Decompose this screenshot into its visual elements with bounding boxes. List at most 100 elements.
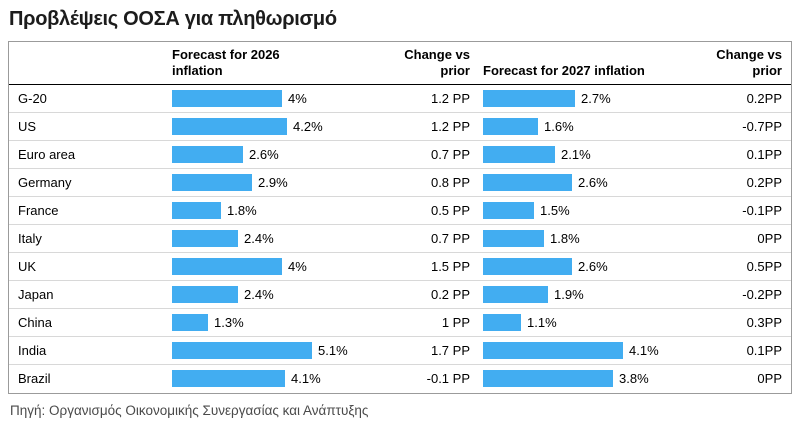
change-2026-value: 1.2 PP [430, 118, 470, 134]
header-change-2027: Change vs prior [716, 47, 782, 79]
forecast-2027-value: 1.8% [550, 230, 580, 246]
table-row: Italy 2.4% 0.7 PP 1.8% 0PP [9, 225, 791, 253]
forecast-2027-value: 3.8% [619, 371, 649, 386]
forecast-2027-bar [483, 117, 538, 135]
country-label: France [18, 202, 59, 218]
table-row: Euro area 2.6% 0.7 PP 2.1% 0.1PP [9, 141, 791, 169]
table-row: France 1.8% 0.5 PP 1.5% -0.1PP [9, 197, 791, 225]
forecast-2026-cell: 1.3% [172, 309, 388, 336]
forecast-2026-cell: 2.9% [172, 169, 388, 196]
forecast-2026-cell: 2.4% [172, 281, 388, 308]
table-row: G-20 4% 1.2 PP 2.7% 0.2PP [9, 85, 791, 113]
forecast-2027-value: 2.7% [581, 90, 611, 106]
table-row: Japan 2.4% 0.2 PP 1.9% -0.2PP [9, 281, 791, 309]
forecast-2026-cell: 2.4% [172, 225, 388, 252]
forecast-2027-value: 1.9% [554, 286, 584, 302]
forecast-2026-cell: 4.1% [172, 365, 388, 393]
country-label: Japan [18, 286, 54, 302]
forecast-2027-bar [483, 257, 572, 275]
forecast-2026-cell: 4% [172, 85, 388, 112]
forecast-2026-value: 5.1% [318, 342, 348, 358]
forecast-2026-bar [172, 201, 221, 219]
source-note: Πηγή: Οργανισμός Οικονομικής Συνεργασίας… [10, 402, 369, 418]
forecast-2026-value: 1.3% [214, 314, 244, 330]
change-2026-value: 1.2 PP [430, 90, 470, 106]
change-2026-value: -0.1 PP [426, 371, 470, 386]
forecast-2027-cell: 4.1% [483, 337, 699, 364]
forecast-2027-bar [483, 145, 555, 163]
forecast-2026-value: 2.4% [244, 286, 274, 302]
forecast-2026-bar [172, 173, 252, 191]
forecast-2026-value: 4.1% [291, 371, 321, 386]
forecast-table: Forecast for 2026 inflation Change vs pr… [8, 41, 792, 394]
forecast-2026-cell: 1.8% [172, 197, 388, 224]
change-2026-value: 0.7 PP [430, 230, 470, 246]
country-label: US [18, 118, 37, 134]
change-2026-value: 0.5 PP [430, 202, 470, 218]
forecast-2026-cell: 4% [172, 253, 388, 280]
country-label: India [18, 342, 47, 358]
forecast-2027-bar [483, 89, 575, 107]
forecast-2026-cell: 2.6% [172, 141, 388, 168]
header-forecast-2027: Forecast for 2027 inflation [483, 63, 645, 79]
country-label: Italy [18, 230, 42, 246]
forecast-2027-bar [483, 201, 534, 219]
forecast-2026-cell: 4.2% [172, 113, 388, 140]
forecast-2027-cell: 2.1% [483, 141, 699, 168]
table-body: G-20 4% 1.2 PP 2.7% 0.2PP US 4.2% 1.2 PP 1.6% -0.… [9, 85, 791, 393]
forecast-2027-value: 2.6% [578, 258, 608, 274]
forecast-2026-bar [172, 313, 208, 331]
change-2027-value: 0PP [757, 230, 782, 246]
table-row: US 4.2% 1.2 PP 1.6% -0.7PP [9, 113, 791, 141]
forecast-2026-value: 1.8% [227, 202, 257, 218]
forecast-2027-bar [483, 370, 613, 387]
forecast-2027-bar [483, 341, 623, 359]
forecast-2027-cell: 2.7% [483, 85, 699, 112]
change-2027-value: -0.1PP [742, 202, 782, 218]
forecast-2026-value: 2.6% [249, 146, 279, 162]
country-label: Brazil [18, 371, 51, 386]
forecast-2026-bar [172, 285, 238, 303]
forecast-2026-bar [172, 370, 285, 387]
forecast-2026-bar [172, 89, 282, 107]
change-2027-value: -0.7PP [742, 118, 782, 134]
forecast-2026-value: 2.4% [244, 230, 274, 246]
forecast-2026-bar [172, 229, 238, 247]
forecast-2027-value: 2.6% [578, 174, 608, 190]
table-row: UK 4% 1.5 PP 2.6% 0.5PP [9, 253, 791, 281]
forecast-2027-bar [483, 313, 521, 331]
page-title: Προβλέψεις ΟΟΣΑ για πληθωρισμό [9, 8, 337, 30]
forecast-2027-cell: 3.8% [483, 365, 699, 393]
change-2027-value: -0.2PP [742, 286, 782, 302]
country-label: UK [18, 258, 37, 274]
forecast-2026-value: 2.9% [258, 174, 288, 190]
forecast-2027-cell: 1.8% [483, 225, 699, 252]
forecast-2026-cell: 5.1% [172, 337, 388, 364]
change-2026-value: 1 PP [441, 314, 470, 330]
country-label: Germany [18, 174, 72, 190]
forecast-2027-cell: 1.1% [483, 309, 699, 336]
change-2027-value: 0.5PP [746, 258, 782, 274]
forecast-2026-bar [172, 117, 287, 135]
forecast-2027-value: 4.1% [629, 342, 659, 358]
forecast-2027-value: 2.1% [561, 146, 591, 162]
change-2027-value: 0.1PP [746, 146, 782, 162]
forecast-2027-cell: 2.6% [483, 253, 699, 280]
header-change-2026: Change vs prior [404, 47, 470, 79]
forecast-2026-value: 4% [288, 258, 307, 274]
change-2026-value: 1.7 PP [430, 342, 470, 358]
change-2026-value: 0.8 PP [430, 174, 470, 190]
country-label: G-20 [18, 90, 47, 106]
change-2027-value: 0.3PP [746, 314, 782, 330]
country-label: China [18, 314, 52, 330]
change-2027-value: 0.1PP [746, 342, 782, 358]
forecast-2026-bar [172, 257, 282, 275]
country-label: Euro area [18, 146, 76, 162]
change-2027-value: 0.2PP [746, 90, 782, 106]
forecast-2026-value: 4.2% [293, 118, 323, 134]
table-header-row: Forecast for 2026 inflation Change vs pr… [9, 42, 791, 85]
change-2027-value: 0PP [757, 371, 782, 386]
forecast-2027-cell: 1.9% [483, 281, 699, 308]
forecast-2027-bar [483, 173, 572, 191]
